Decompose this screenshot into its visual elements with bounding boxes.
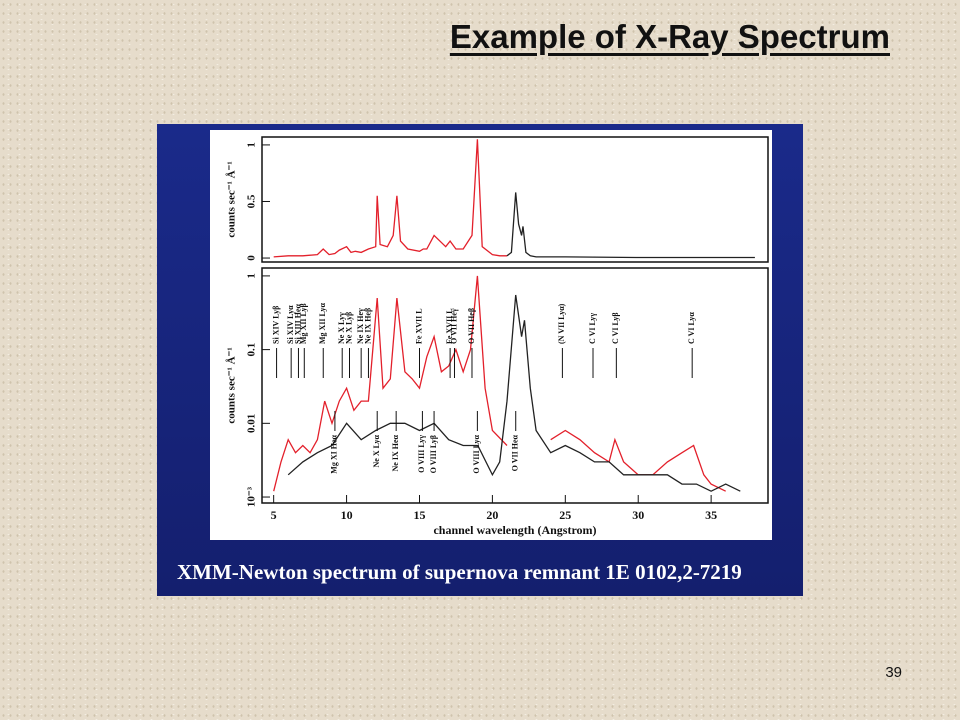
line-label: O VIII Lyγ [417,435,426,473]
line-label: C VI Lyβ [611,312,620,344]
line-label: Fe XVII L [414,308,423,344]
y-tick-label: 0 [246,255,258,261]
line-label: Ne X Lyα [372,434,381,467]
y-tick-label: 1 [246,142,258,148]
line-label: Mg XII Lyα [318,303,327,344]
y-tick-label: 1 [246,273,258,279]
y-tick-label: 10⁻³ [246,486,258,507]
page-number: 39 [885,664,902,681]
slide-title: Example of X-Ray Spectrum [449,18,890,55]
line-label: Ne X Lyγ [337,312,346,344]
line-label: O VIII Lyβ [429,435,438,473]
line-label: O VII Heγ [449,308,458,344]
x-tick-label: 15 [413,508,425,522]
x-axis-label: channel wavelength (Angstrom) [433,523,596,537]
x-tick-label: 35 [705,508,717,522]
line-label: Si XIV Lyα [286,305,295,344]
line-label: C VI Lyγ [588,313,597,344]
figure: 0 0.5 1 counts sec⁻¹ Å⁻¹ 10⁻³ 0.01 0.1 1 5 10 15 20… [157,124,803,596]
line-label: Mg XI Heα [330,434,339,473]
y-tick-label: 0.5 [246,194,258,208]
panel-frame [261,267,769,504]
y-tick-label: 0.1 [246,343,258,357]
x-tick-label: 30 [632,508,644,522]
line-label: Ne X Lyβ [344,312,353,344]
x-tick-label: 10 [341,508,353,522]
y-axis-label: counts sec⁻¹ Å⁻¹ [226,347,238,423]
line-label: Mg XII Lyβ [299,303,308,344]
y-tick-label: 0.01 [246,414,258,433]
y-axis-label: counts sec⁻¹ Å⁻¹ [226,161,238,237]
line-label: O VII Heβ [467,308,476,344]
line-label: Fe XVII L [445,308,454,344]
x-tick-label: 25 [559,508,571,522]
line-label: Si XIII Heα [293,303,302,344]
x-tick-label: 20 [486,508,498,522]
spectrum-line [273,139,507,258]
line-label: Si XIV Lyβ [271,306,280,344]
line-label: C VI Lyα [687,312,696,344]
x-tick-label: 5 [271,508,277,522]
line-label: Ne IX Heβ [363,308,372,344]
panel-frame [261,136,769,263]
line-label: Ne IX Heγ [356,308,365,344]
figure-caption: XMM-Newton spectrum of supernova remnant… [177,560,742,584]
spectrum-line [287,294,741,492]
line-label: O VII Heα [511,434,520,471]
line-label: O VIII Lyα [472,434,481,473]
spectrum-line [506,192,755,259]
line-label: (N VII Lyα) [557,303,566,344]
line-label: Ne IX Heα [391,434,400,471]
